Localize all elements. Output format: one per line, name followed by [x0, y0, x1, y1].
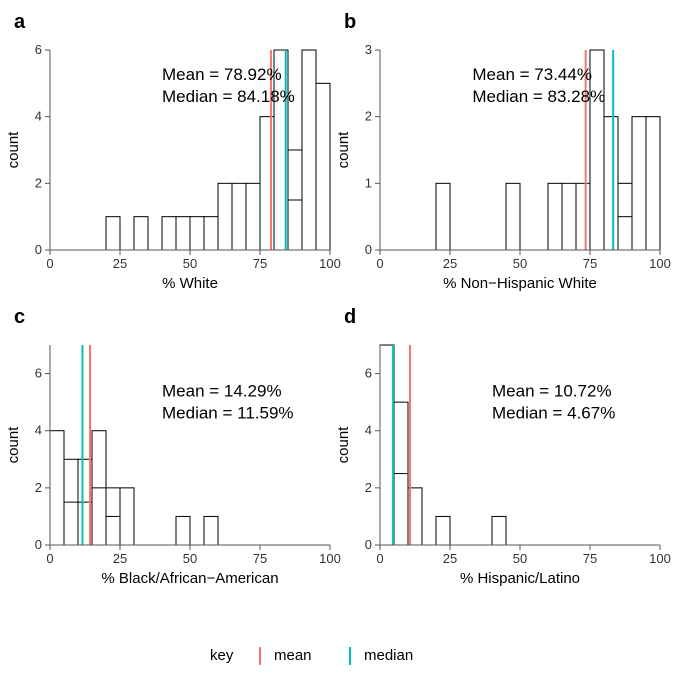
x-tick-label: 100: [649, 551, 671, 566]
panel-letter: a: [14, 11, 26, 33]
bar: [506, 183, 520, 250]
median-text: Median = 84.18%: [162, 87, 295, 106]
legend: key mean median: [210, 647, 413, 665]
y-tick-label: 6: [35, 42, 42, 57]
y-tick-label: 1: [365, 175, 372, 190]
median-text: Median = 83.28%: [472, 87, 605, 106]
legend-title: key: [210, 647, 234, 664]
x-tick-label: 100: [649, 256, 671, 271]
y-tick-label: 4: [35, 423, 42, 438]
bar: [162, 217, 176, 250]
bar: [590, 50, 604, 250]
y-axis-label: count: [5, 131, 22, 169]
bar: [176, 516, 190, 545]
x-tick-label: 25: [113, 256, 127, 271]
bar: [632, 117, 646, 250]
x-tick-label: 0: [376, 551, 383, 566]
bar: [204, 516, 218, 545]
bar: [316, 83, 330, 250]
legend-label: mean: [274, 647, 312, 664]
x-tick-label: 100: [319, 551, 341, 566]
y-tick-label: 3: [365, 42, 372, 57]
bar: [190, 217, 204, 250]
mean-text: Mean = 73.44%: [472, 65, 592, 84]
x-tick-label: 0: [46, 256, 53, 271]
x-axis-label: % White: [162, 275, 218, 292]
y-tick-label: 0: [35, 537, 42, 552]
bar: [218, 183, 232, 250]
bar: [134, 217, 148, 250]
x-axis-label: % Non−Hispanic White: [443, 275, 597, 292]
x-tick-label: 50: [183, 256, 197, 271]
x-tick-label: 50: [513, 256, 527, 271]
x-tick-label: 25: [443, 256, 457, 271]
median-text: Median = 4.67%: [492, 403, 615, 422]
mean-text: Mean = 10.72%: [492, 381, 612, 400]
bar: [302, 50, 316, 250]
y-tick-label: 2: [35, 175, 42, 190]
bar: [176, 217, 190, 250]
x-tick-label: 75: [583, 256, 597, 271]
x-tick-label: 0: [46, 551, 53, 566]
y-tick-label: 2: [365, 480, 372, 495]
bar: [204, 217, 218, 250]
x-axis-label: % Black/African−American: [101, 570, 278, 587]
figure-root: 02550751000246% WhitecountaMean = 78.92%…: [0, 0, 685, 687]
bar: [604, 117, 618, 250]
bar: [380, 345, 394, 545]
bar: [646, 117, 660, 250]
x-tick-label: 50: [183, 551, 197, 566]
panel-letter: b: [344, 11, 356, 33]
y-tick-label: 0: [365, 537, 372, 552]
median-text: Median = 11.59%: [162, 403, 294, 422]
bar: [232, 183, 246, 250]
y-tick-label: 2: [365, 109, 372, 124]
y-tick-label: 6: [35, 366, 42, 381]
y-axis-label: count: [335, 131, 352, 169]
mean-text: Mean = 14.29%: [162, 381, 282, 400]
x-tick-label: 25: [443, 551, 457, 566]
x-tick-label: 0: [376, 256, 383, 271]
x-tick-label: 100: [319, 256, 341, 271]
y-tick-label: 6: [365, 366, 372, 381]
legend-label: median: [364, 647, 413, 664]
bar: [576, 183, 590, 250]
y-axis-label: count: [335, 426, 352, 464]
panel-letter: c: [14, 306, 25, 328]
y-tick-label: 0: [35, 242, 42, 257]
mean-text: Mean = 78.92%: [162, 65, 282, 84]
y-tick-label: 0: [365, 242, 372, 257]
bar: [106, 217, 120, 250]
bar: [436, 516, 450, 545]
y-tick-label: 2: [35, 480, 42, 495]
x-tick-label: 75: [583, 551, 597, 566]
bar: [548, 183, 562, 250]
bar: [246, 183, 260, 250]
x-tick-label: 25: [113, 551, 127, 566]
bar: [120, 488, 134, 545]
x-tick-label: 50: [513, 551, 527, 566]
bar: [436, 183, 450, 250]
panel-a: 0 25 50 75 100 0 2 4 6 % White count a Mean = 78.92%…: [5, 11, 341, 292]
y-tick-label: 4: [35, 109, 42, 124]
bar: [492, 516, 506, 545]
panel-b: 0 25 50 75 100 0 1 2 3 % Non−Hispanic White count b…: [335, 11, 671, 292]
panel-d: 0 25 50 75 100 0 2 4 6 % Hispanic/Latino count d Mea…: [335, 306, 671, 587]
y-tick-label: 4: [365, 423, 372, 438]
panel-c: 0 25 50 75 100 0 2 4 6 % Black/African−American co…: [5, 306, 341, 587]
x-tick-label: 75: [253, 551, 267, 566]
x-tick-label: 75: [253, 256, 267, 271]
x-axis-label: % Hispanic/Latino: [460, 570, 580, 587]
y-axis-label: count: [5, 426, 22, 464]
panel-letter: d: [344, 306, 356, 328]
bar: [562, 183, 576, 250]
bar: [50, 431, 64, 545]
